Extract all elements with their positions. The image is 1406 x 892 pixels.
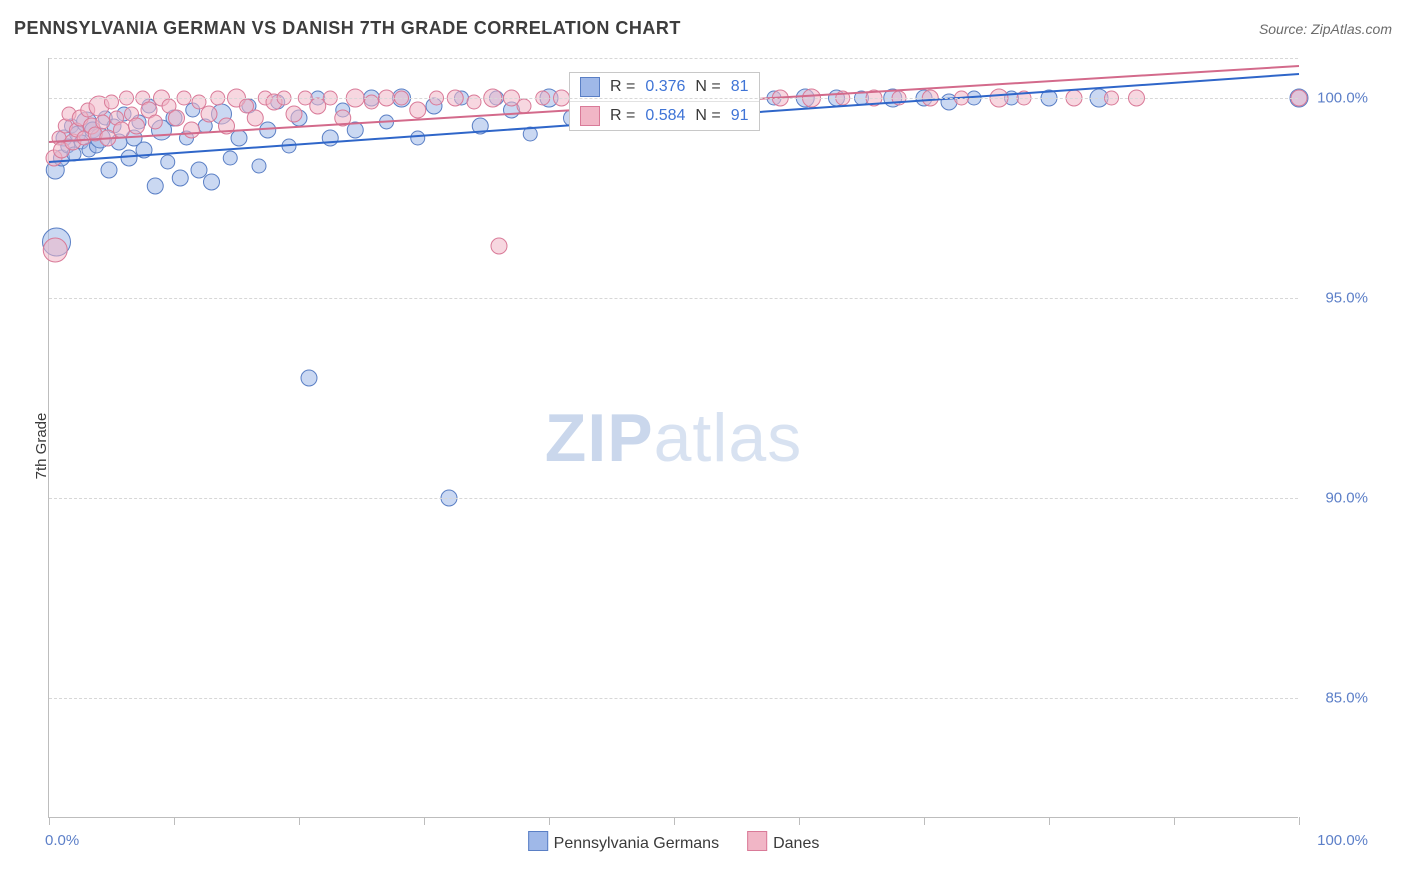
scatter-point-danes	[148, 115, 162, 129]
stats-legend-box: R = 0.376 N = 81 R = 0.584 N = 91	[569, 72, 760, 131]
x-tick	[799, 817, 800, 825]
scatter-point-pennsylvania_germans	[204, 174, 220, 190]
gridline	[49, 58, 1298, 59]
scatter-point-danes	[43, 238, 67, 262]
scatter-point-pennsylvania_germans	[301, 370, 317, 386]
x-tick	[549, 817, 550, 825]
scatter-point-danes	[184, 122, 200, 138]
scatter-point-danes	[96, 115, 110, 129]
scatter-point-pennsylvania_germans	[121, 150, 137, 166]
x-tick	[174, 817, 175, 825]
legend-label: Danes	[773, 835, 819, 852]
stats-n-label: N =	[695, 78, 720, 96]
scatter-point-pennsylvania_germans	[172, 170, 188, 186]
scatter-point-pennsylvania_germans	[411, 131, 425, 145]
stats-r-value: 0.376	[645, 78, 685, 96]
x-end-label: 100.0%	[1317, 832, 1368, 849]
stats-r-value: 0.584	[645, 107, 685, 125]
x-start-label: 0.0%	[45, 832, 79, 849]
x-tick	[924, 817, 925, 825]
scatter-point-danes	[247, 110, 263, 126]
scatter-point-danes	[410, 102, 426, 118]
x-tick	[1049, 817, 1050, 825]
scatter-point-danes	[201, 106, 217, 122]
gridline	[49, 698, 1298, 699]
scatter-svg	[49, 58, 1298, 817]
x-tick	[1174, 817, 1175, 825]
legend-item-pennsylvania_germans: Pennsylvania Germans	[528, 831, 719, 853]
gridline	[49, 498, 1298, 499]
scatter-point-pennsylvania_germans	[191, 162, 207, 178]
stats-n-value: 81	[731, 78, 749, 96]
chart-title: PENNSYLVANIA GERMAN VS DANISH 7TH GRADE …	[14, 18, 681, 39]
scatter-point-pennsylvania_germans	[223, 151, 237, 165]
gridline	[49, 98, 1298, 99]
x-tick	[674, 817, 675, 825]
stats-r-label: R =	[610, 107, 635, 125]
legend-swatch	[747, 831, 767, 851]
y-tick-label: 95.0%	[1308, 290, 1368, 307]
y-tick-label: 90.0%	[1308, 490, 1368, 507]
x-tick	[299, 817, 300, 825]
scatter-point-pennsylvania_germans	[147, 178, 163, 194]
chart-source: Source: ZipAtlas.com	[1259, 21, 1392, 37]
stats-row-danes: R = 0.584 N = 91	[570, 102, 759, 130]
legend-swatch	[528, 831, 548, 851]
stats-n-value: 91	[731, 107, 749, 125]
source-value: ZipAtlas.com	[1311, 21, 1392, 37]
scatter-point-pennsylvania_germans	[322, 130, 338, 146]
scatter-plot-area: ZIPatlas R =0.376N =81R =0.584N =91 Penn…	[48, 58, 1298, 818]
scatter-point-pennsylvania_germans	[101, 162, 117, 178]
scatter-point-danes	[169, 110, 185, 126]
source-label: Source:	[1259, 21, 1307, 37]
legend-label: Pennsylvania Germans	[554, 835, 719, 852]
stats-r-label: R =	[610, 78, 635, 96]
scatter-point-danes	[129, 118, 145, 134]
scatter-point-pennsylvania_germans	[231, 130, 247, 146]
scatter-point-danes	[517, 99, 531, 113]
legend-item-danes: Danes	[747, 831, 819, 853]
x-tick	[424, 817, 425, 825]
y-tick-label: 85.0%	[1308, 690, 1368, 707]
scatter-point-danes	[491, 238, 507, 254]
scatter-point-pennsylvania_germans	[252, 159, 266, 173]
stats-n-label: N =	[695, 107, 720, 125]
scatter-point-pennsylvania_germans	[161, 155, 175, 169]
y-tick-label: 100.0%	[1308, 90, 1368, 107]
chart-header: PENNSYLVANIA GERMAN VS DANISH 7TH GRADE …	[14, 18, 1392, 39]
scatter-point-danes	[114, 122, 130, 138]
x-tick	[1299, 817, 1300, 825]
stats-swatch	[580, 77, 600, 97]
bottom-legend: Pennsylvania Germans Danes	[528, 831, 820, 853]
scatter-point-danes	[286, 106, 302, 122]
stats-swatch	[580, 106, 600, 126]
x-tick	[49, 817, 50, 825]
gridline	[49, 298, 1298, 299]
